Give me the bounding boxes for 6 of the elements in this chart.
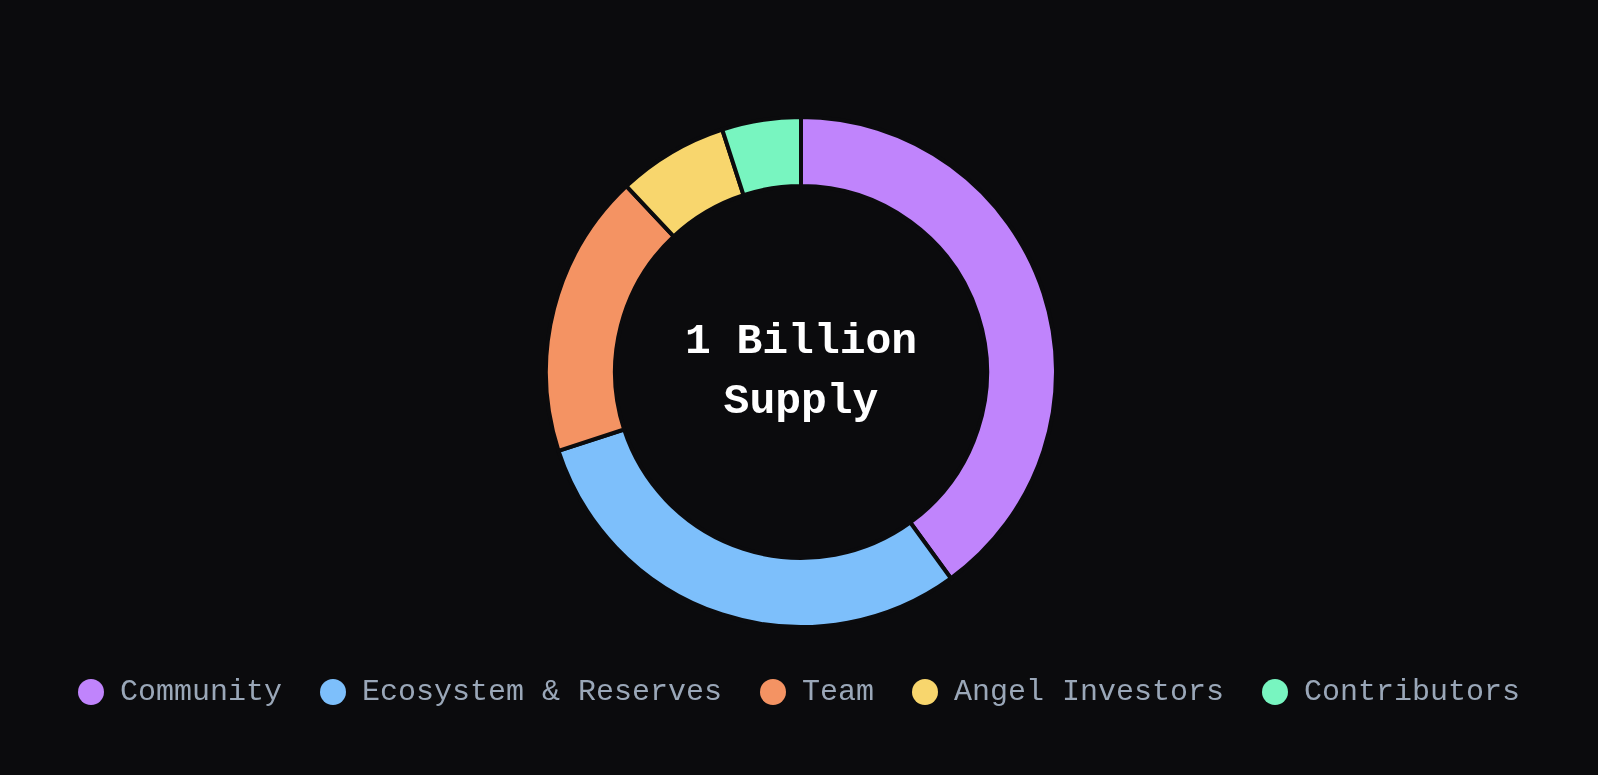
legend-label: Community <box>119 675 282 709</box>
legend-label: Team <box>801 675 874 709</box>
legend-label: Contributors <box>1304 675 1521 709</box>
legend-label: Ecosystem & Reserves <box>361 675 722 709</box>
legend-label: Angel Investors <box>954 675 1225 709</box>
text: 1 Billion Supply <box>683 316 919 428</box>
